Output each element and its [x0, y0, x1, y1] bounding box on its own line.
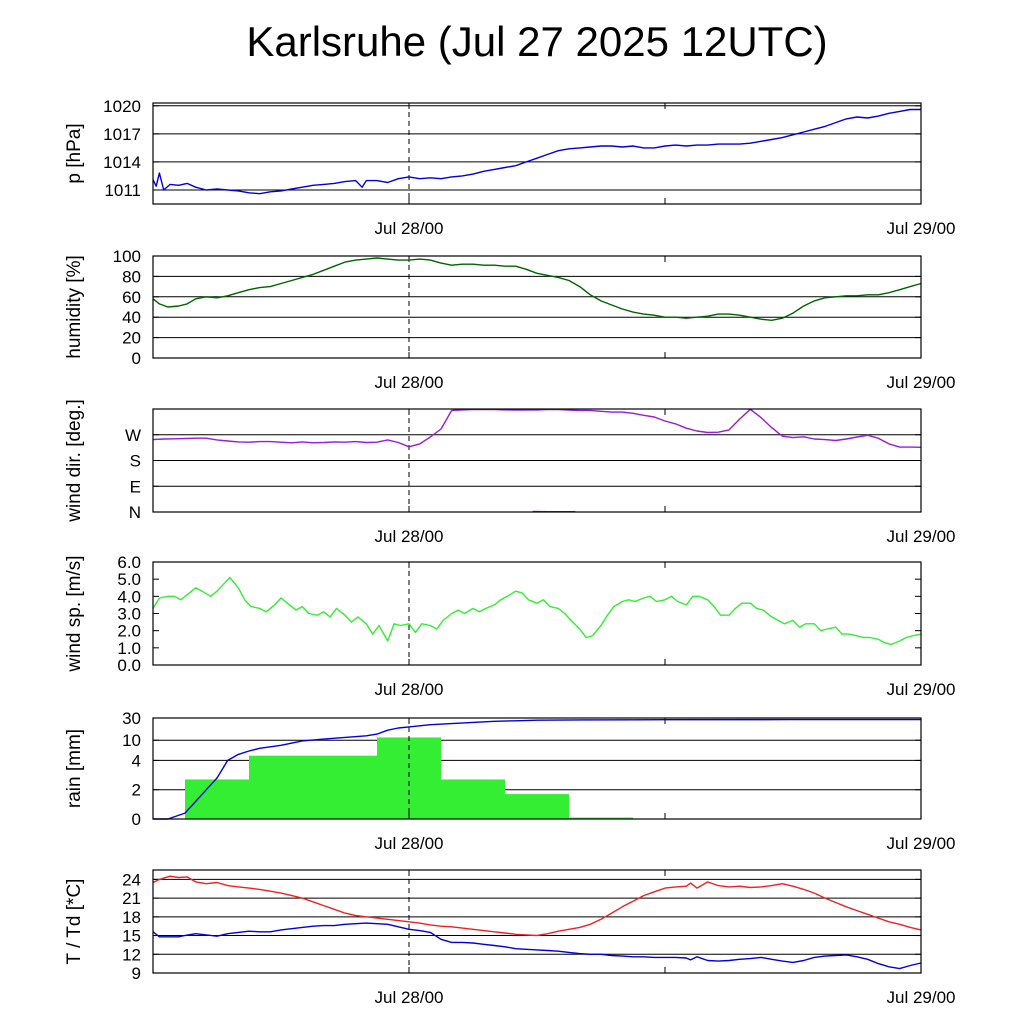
series-line — [152, 875, 922, 937]
y-tick-label: 80 — [122, 267, 141, 286]
y-tick-label: 0.0 — [117, 656, 141, 675]
series-line — [152, 257, 922, 321]
y-tick-label: 15 — [122, 927, 141, 946]
y-tick-label: 21 — [122, 889, 141, 908]
y-axis-label: p [hPa] — [64, 123, 85, 183]
y-tick-label: 1020 — [103, 97, 141, 116]
y-tick-label: 2 — [132, 781, 141, 800]
x-tick-label: Jul 28/00 — [375, 219, 444, 238]
rain-bar — [249, 755, 377, 819]
rain-bar — [185, 779, 249, 819]
plot-frame — [152, 561, 922, 666]
x-tick-label: Jul 29/00 — [887, 680, 956, 699]
y-tick-label: 4 — [132, 751, 141, 770]
y-tick-label: 3.0 — [117, 605, 141, 624]
y-tick-label: 24 — [122, 870, 141, 889]
y-tick-label: 12 — [122, 945, 141, 964]
chart-title: Karlsruhe (Jul 27 2025 12UTC) — [246, 18, 828, 65]
y-tick-label: 60 — [122, 288, 141, 307]
x-tick-label: Jul 29/00 — [887, 527, 956, 546]
y-tick-label: 30 — [122, 709, 141, 728]
y-tick-label: 5.0 — [117, 570, 141, 589]
y-axis-label: wind dir. [deg.] — [64, 399, 85, 523]
series-line — [153, 718, 921, 820]
y-tick-label: 40 — [122, 308, 141, 327]
y-tick-label: 0 — [132, 349, 141, 368]
y-tick-label: 6.0 — [117, 553, 141, 572]
y-tick-label: 100 — [113, 247, 141, 266]
rain-bar — [505, 794, 569, 819]
x-tick-label: Jul 28/00 — [375, 527, 444, 546]
x-tick-label: Jul 28/00 — [375, 834, 444, 853]
y-axis-label: rain [mm] — [64, 729, 85, 808]
series-line — [152, 108, 921, 195]
y-tick-label: S — [130, 452, 141, 471]
plot-frame — [152, 717, 922, 820]
y-tick-label: 20 — [122, 329, 141, 348]
y-tick-label: 0 — [132, 810, 141, 829]
plot-frame — [152, 102, 922, 205]
plot-frame — [152, 869, 922, 974]
y-axis-label: wind sp. [m/s] — [64, 555, 85, 672]
y-tick-label: 1011 — [104, 181, 141, 200]
x-tick-label: Jul 29/00 — [887, 219, 956, 238]
y-tick-label: 1014 — [103, 153, 141, 172]
y-tick-label: N — [129, 503, 141, 522]
y-tick-label: 1.0 — [117, 639, 141, 658]
series-line — [152, 576, 922, 646]
y-tick-label: 18 — [122, 908, 141, 927]
y-tick-label: 2.0 — [117, 622, 141, 641]
rain-bar — [569, 817, 633, 819]
pressure-panel: 1011 1014 1017 1020 Jul 28/00 Jul 29/00 p [hPa… — [64, 97, 956, 238]
y-tick-label: 1017 — [103, 125, 141, 144]
y-tick-label: W — [125, 426, 141, 445]
x-tick-label: Jul 29/00 — [887, 373, 956, 392]
series-line — [152, 922, 922, 970]
plot-frame — [152, 408, 922, 513]
x-tick-label: Jul 28/00 — [375, 373, 444, 392]
plot-frame — [152, 255, 922, 359]
y-tick-label: 9 — [132, 964, 141, 983]
rain-panel: 0 2 410 30 Jul 28/00 Jul 29/00 rain [mm] — [64, 709, 956, 853]
y-axis-label: T / Td [*C] — [64, 879, 85, 965]
y-axis-label: humidity [%] — [64, 255, 85, 358]
rain-bar — [377, 737, 441, 819]
x-tick-label: Jul 29/00 — [887, 988, 956, 1007]
rain-bar — [441, 779, 505, 819]
y-tick-label: E — [130, 477, 141, 496]
y-tick-label: 4.0 — [117, 587, 141, 606]
x-tick-label: Jul 28/00 — [375, 680, 444, 699]
x-tick-label: Jul 29/00 — [887, 834, 956, 853]
wind-speed-panel: 0.01.02.03.04.05.06.0 Jul 28/00 Jul 29/00 w… — [64, 553, 956, 699]
series-line — [152, 408, 922, 448]
x-tick-label: Jul 28/00 — [375, 988, 444, 1007]
y-tick-label: 10 — [122, 731, 141, 750]
